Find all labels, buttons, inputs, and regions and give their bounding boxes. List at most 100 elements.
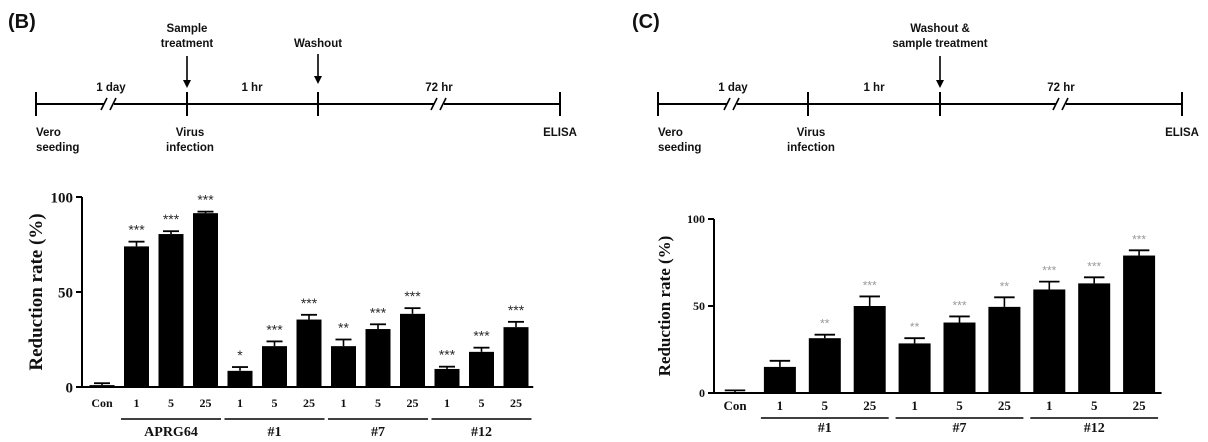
timeline-b-label-washout: Washout <box>294 38 342 50</box>
timeline-c-label-washout-1: Washout & <box>910 23 970 35</box>
timeline-b-label-virus-2: infection <box>166 142 214 154</box>
timeline-b-label-sample-1: Sample <box>167 23 208 35</box>
chart-b-bar <box>400 313 425 387</box>
chart-b-significance: *** <box>508 302 525 318</box>
chart-b-significance: *** <box>266 321 283 337</box>
timeline-c-break-1a <box>723 97 731 111</box>
timeline-c-label-elisa: ELISA <box>1165 127 1199 139</box>
chart-c-category-label: Con <box>723 398 747 413</box>
chart-c-y-tick-label: 50 <box>693 299 705 313</box>
chart-c-bar <box>1033 289 1066 393</box>
timeline-c-label-virus-2: infection <box>787 142 835 154</box>
chart-c-significance: ** <box>1000 279 1010 293</box>
timeline-b-interval-3: 72 hr <box>425 82 453 94</box>
timeline-b-break-2b <box>439 97 447 111</box>
timeline-c-label-vero-1: Vero <box>658 127 683 139</box>
chart-b-bar <box>469 351 494 387</box>
chart-b-significance: ** <box>338 320 349 336</box>
chart-c-category-label: 25 <box>998 398 1012 413</box>
chart-c-bar <box>988 306 1021 393</box>
timeline-b-arrowhead-washout <box>314 76 322 84</box>
chart-b-category-label: 25 <box>303 396 315 410</box>
chart-b-bar <box>158 234 184 387</box>
chart-b-significance: *** <box>197 192 214 208</box>
timeline-c-break-gap-2 <box>1056 98 1066 110</box>
chart-b-category-label: 5 <box>168 396 174 410</box>
chart-b-bar <box>227 370 253 387</box>
chart-c-category-label: 5 <box>956 398 963 413</box>
chart-b-category-label: 25 <box>407 396 419 410</box>
timeline-b-label-vero-1: Vero <box>36 127 61 139</box>
chart-c-bar <box>943 322 976 393</box>
timeline-c-break-2b <box>1061 97 1069 111</box>
timeline-b-label-vero-2: seeding <box>36 142 79 154</box>
chart-c-category-label: 1 <box>911 398 918 413</box>
chart-b-bar <box>89 385 115 387</box>
chart-b-category-label: 25 <box>510 396 522 410</box>
chart-c-significance: *** <box>1132 232 1146 246</box>
timeline-c-break-1b <box>732 97 740 111</box>
chart-c-y-axis-label: Reduction rate (%) <box>655 236 674 377</box>
chart-b-significance: *** <box>163 211 180 227</box>
chart-b-significance: *** <box>404 288 421 304</box>
chart-b-bar <box>262 346 287 387</box>
chart-b-category-label: 5 <box>375 396 381 410</box>
chart-c-significance: ** <box>820 317 830 331</box>
chart-c-bar <box>719 392 751 393</box>
chart-b-significance: *** <box>439 347 456 363</box>
chart-c-significance: ** <box>910 320 920 334</box>
timeline-b-label-sample-2: treatment <box>161 38 214 50</box>
chart-c-category-label: 25 <box>863 398 877 413</box>
chart-c-significance: *** <box>1042 264 1056 278</box>
timeline-b-arrowhead-sample <box>183 80 191 88</box>
chart-b-category-label: 5 <box>272 396 278 410</box>
chart-b-significance: *** <box>128 222 145 238</box>
chart-b-bar <box>296 319 322 387</box>
chart-c-bar <box>808 338 841 393</box>
chart-b-group-label: APRG64 <box>144 425 198 440</box>
timeline-b-break-gap-2 <box>434 98 444 110</box>
timeline-c-break-gap-1 <box>727 98 737 110</box>
chart-b-bar <box>331 346 356 387</box>
chart-c-category-label: 1 <box>1046 398 1053 413</box>
chart-c-significance: *** <box>1087 259 1101 273</box>
chart-c-group-label: #12 <box>1084 421 1105 436</box>
chart-c-group-label: #1 <box>818 421 832 436</box>
chart-c-category-label: 5 <box>1091 398 1098 413</box>
chart-c-y-tick-label: 0 <box>699 386 705 400</box>
chart-c-bar <box>853 306 886 393</box>
chart-b-category-label: Con <box>91 396 113 410</box>
chart-b-bar <box>124 246 149 387</box>
chart-c-significance: *** <box>952 298 966 312</box>
chart-b-group-label: #12 <box>471 425 492 440</box>
chart-c-category-label: 5 <box>822 398 829 413</box>
chart-b-y-tick-label: 100 <box>51 190 74 206</box>
timeline-c-label-virus-1: Virus <box>797 127 826 139</box>
panel-label-b: (B) <box>8 11 36 33</box>
chart-b-category-label: 1 <box>237 396 243 410</box>
chart-c-group-label: #7 <box>953 421 967 436</box>
timeline-c-arrowhead-washout <box>936 80 944 88</box>
timeline-b-interval-1: 1 day <box>96 82 126 94</box>
chart-b-category-label: 1 <box>134 396 140 410</box>
chart-b-y-tick-label: 50 <box>58 285 73 301</box>
chart-b-category-label: 1 <box>444 396 450 410</box>
chart-c-bar <box>1123 255 1156 393</box>
chart-b-significance: *** <box>370 304 387 320</box>
timeline-b-break-1b <box>109 97 117 111</box>
timeline-b-label-virus-1: Virus <box>176 127 205 139</box>
chart-b-bar <box>434 368 460 387</box>
chart-b-category-label: 25 <box>200 396 212 410</box>
timeline-b-label-elisa: ELISA <box>543 127 577 139</box>
timeline-c-label-vero-2: seeding <box>658 142 701 154</box>
timeline-b: Sample treatment Washout 1 day 1 hr 72 h… <box>35 23 577 154</box>
chart-c: 0 50 100 Reduction rate (%) Con 1 ** 5 *** 25 ** 1 *… <box>655 212 1162 436</box>
chart-c-category-label: 25 <box>1133 398 1147 413</box>
chart-b-category-label: 5 <box>479 396 485 410</box>
chart-b-bar <box>503 327 529 387</box>
chart-b-significance: * <box>237 347 243 363</box>
chart-b-group-label: #1 <box>268 425 282 440</box>
chart-c-bar <box>763 366 796 393</box>
timeline-b-break-2a <box>430 97 438 111</box>
